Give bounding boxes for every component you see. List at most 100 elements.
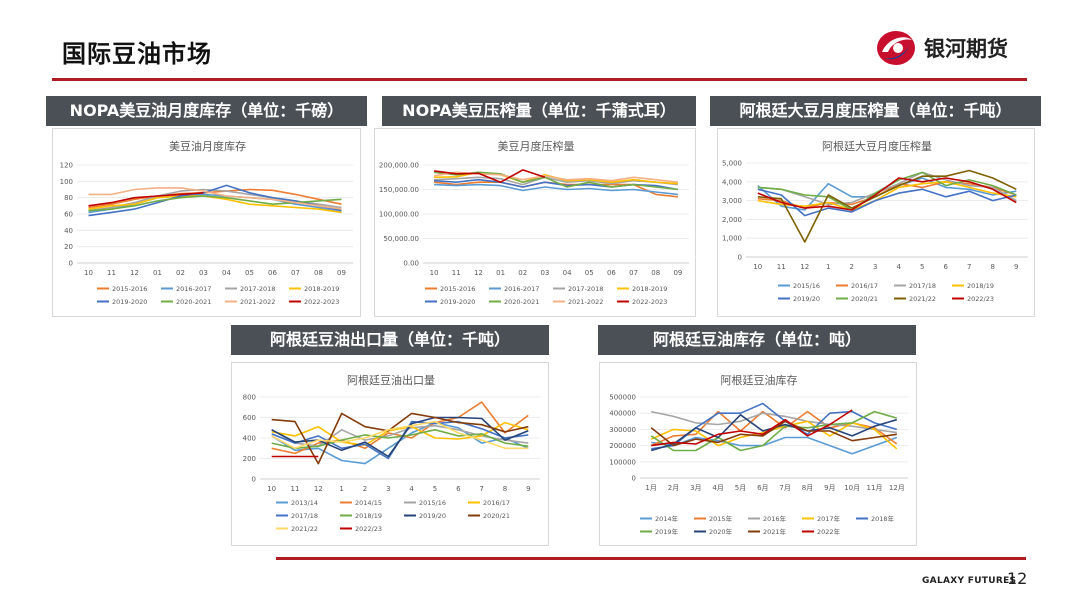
series-line [88,188,342,209]
legend-label: 2016-2017 [176,285,211,293]
chart-arg-stocks: 阿根廷豆油库存 0 100000 200000 300000 400000 500000 1月… [599,362,917,546]
x-tick-label: 3 [873,263,877,271]
legend-label: 2022年 [817,527,841,536]
y-tick-label: 5,000 [722,160,742,168]
y-tick-label: 300000 [609,426,636,434]
x-tick-label: 6月 [757,484,768,492]
y-tick-label: 0 [69,260,73,268]
x-tick-label: 8月 [802,484,813,492]
company-logo: 银河期货 [874,28,1044,68]
x-tick-label: 8 [503,485,507,493]
x-tick-label: 7 [967,263,971,271]
x-tick-label: 04 [563,269,572,277]
x-tick-label: 5 [433,485,437,493]
x-tick-label: 03 [540,269,549,277]
legend-label: 2017-2018 [240,285,275,293]
chart-svg: 美豆月度压榨量 0.00 50,000.00 100,000.00 150,000.00… [379,139,689,306]
chart-title: 阿根廷豆油库存 [721,373,798,387]
legend-label: 2015/16 [793,282,820,290]
y-tick-label: 200,000.00 [379,162,419,170]
x-tick-label: 05 [245,269,254,277]
y-tick-label: 0 [738,254,742,262]
x-tick-label: 5月 [735,484,746,492]
x-tick-label: 06 [268,269,277,277]
x-tick-label: 10 [267,485,276,493]
legend-label: 2022/23 [355,525,382,533]
chart-svg: 美豆油月度库存 0 20 40 60 80 100 120 10 11 12 01 02 03 04 05 06… [60,139,353,306]
x-tick-label: 7月 [779,484,790,492]
y-tick-label: 0.00 [403,260,419,268]
x-tick-label: 08 [314,269,323,277]
legend-label: 2015年 [709,514,733,523]
page-number: 12 [1007,569,1028,588]
legend-label: 2015-2016 [440,285,475,293]
x-tick-label: 01 [153,269,162,277]
chart-svg: 阿根廷豆油库存 0 100000 200000 300000 400000 500000 1月… [609,373,908,536]
x-tick-label: 7 [479,485,483,493]
legend-label: 2016/17 [851,282,878,290]
legend-label: 2018/19 [967,282,994,290]
series-line [88,195,342,212]
y-tick-label: 400000 [609,410,636,418]
x-tick-label: 11月 [867,484,883,492]
x-tick-label: 03 [199,269,208,277]
panel-title-arg-exports: 阿根廷豆油出口量（单位：千吨） [231,325,549,355]
chart-title: 美豆油月度库存 [169,139,246,153]
page-title: 国际豆油市场 [62,40,212,68]
legend-label: 2020/21 [483,512,510,520]
x-tick-label: 12 [800,263,809,271]
x-tick-label: 9 [1014,263,1018,271]
x-tick-label: 4 [409,485,414,493]
x-tick-label: 01 [496,269,505,277]
series-line [88,192,204,207]
y-tick-label: 40 [64,227,73,235]
y-tick-label: 2,000 [722,216,742,224]
legend-label: 2017/18 [291,512,318,520]
y-tick-label: 0 [632,475,636,483]
chart-nopa-stocks: 美豆油月度库存 0 20 40 60 80 100 120 10 11 12 01 02 03 04 05 06… [52,128,361,317]
x-tick-label: 07 [291,269,300,277]
x-tick-label: 1 [339,485,343,493]
series-line [433,169,546,183]
chart-title: 阿根廷大豆月度压榨量 [822,139,932,153]
legend-label: 2020年 [709,527,733,536]
legend-label: 2015-2016 [112,285,147,293]
legend-label: 2019年 [655,527,679,536]
x-tick-label: 4月 [712,484,723,492]
x-tick-label: 9月 [824,484,835,492]
y-tick-label: 500000 [609,394,636,402]
legend-label: 2017/18 [909,282,936,290]
x-tick-label: 12 [474,269,483,277]
legend-label: 2015/16 [419,499,446,507]
series-line [757,188,1017,217]
y-tick-label: 200 [243,455,256,463]
header-divider [52,78,1027,81]
chart-arg-crush: 阿根廷大豆月度压榨量 0 1,000 2,000 3,000 4,000 5,000 10 11… [717,128,1035,317]
x-tick-label: 1月 [645,484,656,492]
x-tick-label: 10 [84,269,93,277]
legend-label: 2020-2021 [504,298,539,306]
x-tick-label: 08 [651,269,660,277]
y-tick-label: 120 [60,162,73,170]
legend-label: 2020/21 [851,295,878,303]
legend-label: 2020-2021 [176,298,211,306]
x-tick-label: 4 [897,263,902,271]
legend-label: 2022/23 [967,295,994,303]
legend-label: 2014年 [655,514,679,523]
y-tick-label: 80 [64,194,73,202]
y-tick-label: 0 [252,476,256,484]
x-tick-label: 3 [386,485,390,493]
series-line [651,410,897,434]
galaxy-logo-icon [877,31,915,65]
series-line [434,183,678,196]
y-tick-label: 200000 [609,442,636,450]
x-tick-label: 2 [850,263,854,271]
series-line [650,410,898,452]
legend-label: 2019/20 [419,512,446,520]
y-tick-label: 400 [243,435,256,443]
y-tick-label: 20 [64,243,73,251]
series-line [271,421,529,446]
y-tick-label: 100 [60,178,73,186]
series-line [434,176,678,186]
